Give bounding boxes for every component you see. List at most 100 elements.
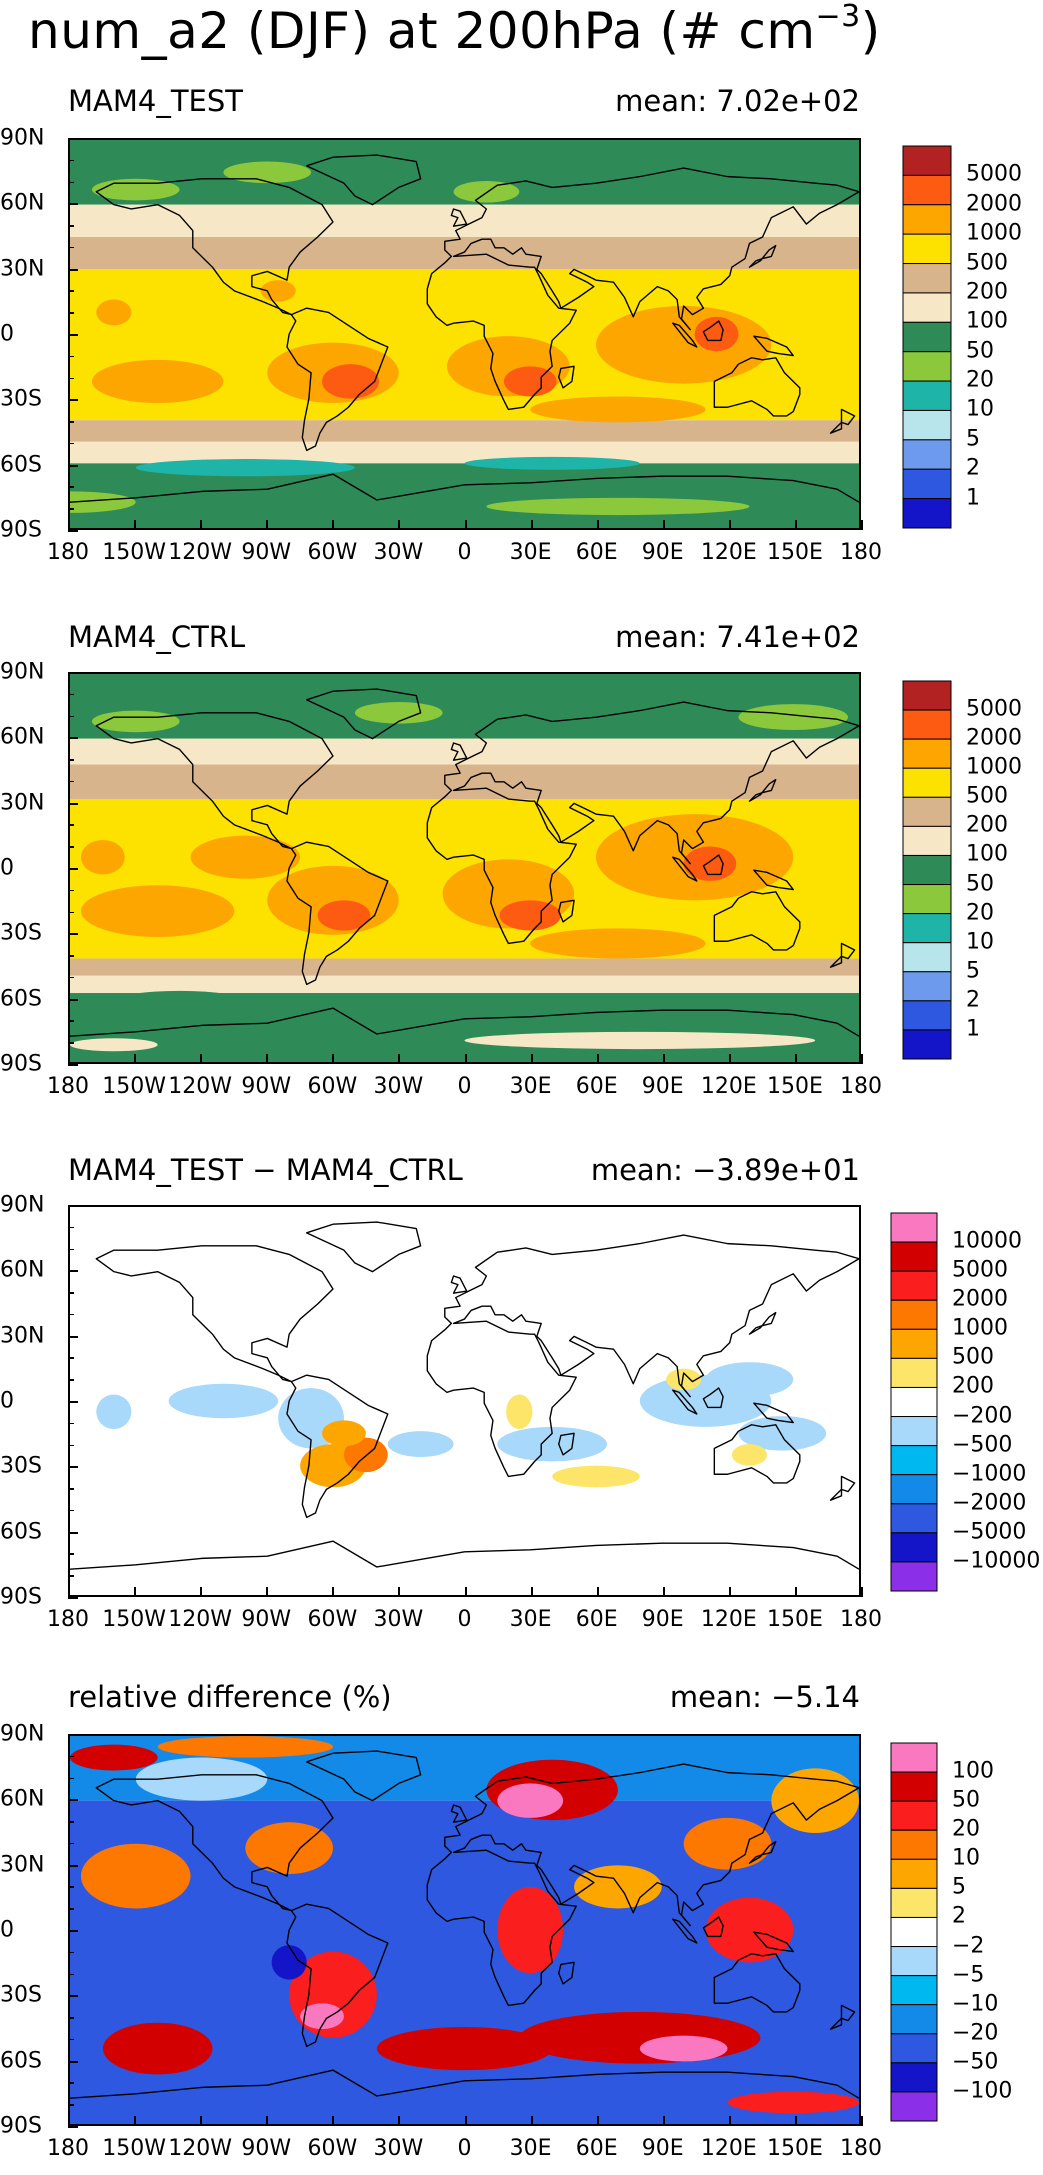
lat-tick-label: 90N <box>0 659 45 685</box>
lat-minor-tick <box>68 1042 74 1044</box>
lon-tick-label: 30E <box>509 1074 552 1099</box>
lon-tick <box>464 1587 467 1597</box>
colorbar-level-label: 5000 <box>952 1257 1008 1283</box>
lat-tick-label: 30S <box>0 1453 42 1479</box>
data-region <box>365 170 432 197</box>
colorbar-level-label: 2000 <box>966 191 1022 217</box>
lat-tick-label: 90S <box>0 1051 42 1077</box>
colorbar-swatch <box>902 738 952 769</box>
lat-minor-tick <box>68 355 74 358</box>
lon-tick-label: 180 <box>47 1074 89 1099</box>
lat-tick-label: 0 <box>0 855 14 881</box>
colorbar-swatch <box>890 2091 938 2122</box>
lon-tick-label: 180 <box>840 540 882 565</box>
map-plot <box>68 1734 861 2126</box>
colorbar-swatch <box>890 1858 938 1889</box>
lat-minor-tick <box>68 1842 74 1845</box>
data-region <box>343 1437 388 1473</box>
lon-tick <box>861 520 863 530</box>
lat-minor-tick <box>68 911 74 914</box>
lat-tick-label: 60N <box>0 190 45 216</box>
coastline-new-guinea <box>753 1402 794 1424</box>
lat-minor-tick <box>68 1755 74 1758</box>
lon-tick <box>728 2116 731 2126</box>
data-region <box>738 704 849 731</box>
lon-tick-label: 150E <box>766 1607 823 1632</box>
colorbar-level-label: 200 <box>952 1373 994 1399</box>
colorbar-level-label: 2 <box>952 1903 966 1929</box>
lon-tick-label: 60E <box>575 540 618 565</box>
coastline-south-america <box>286 1374 389 1519</box>
lat-tick <box>68 672 78 674</box>
lat-tick <box>68 1466 78 1469</box>
lon-tick <box>134 1587 137 1597</box>
lon-tick <box>134 520 137 530</box>
lon-tick <box>332 520 335 530</box>
lat-minor-tick <box>68 1886 74 1888</box>
lat-tick <box>68 998 78 1001</box>
lat-tick <box>68 1335 78 1338</box>
lon-tick <box>332 1587 335 1597</box>
lat-tick <box>68 334 78 336</box>
colorbar-level-label: 5 <box>952 1874 966 1900</box>
lat-tick <box>68 868 78 870</box>
lon-tick <box>68 1587 70 1597</box>
colorbar-level-label: 5000 <box>966 161 1022 187</box>
colorbar-swatch <box>902 439 952 470</box>
panel-mean: mean: −3.89e+01 <box>590 1153 860 1187</box>
lat-minor-tick <box>68 486 74 488</box>
colorbar-level-label: 200 <box>966 812 1008 838</box>
panel-title: MAM4_CTRL <box>68 620 246 654</box>
lat-minor-tick <box>68 759 74 761</box>
colorbar-level-label: −200 <box>952 1403 1013 1429</box>
coastline-japan <box>748 1311 777 1335</box>
data-region <box>497 1426 607 1462</box>
lon-tick-label: 120E <box>700 540 757 565</box>
data-region <box>499 900 561 931</box>
lat-tick <box>68 1734 78 1736</box>
lat-tick-label: 30S <box>0 1982 42 2008</box>
data-region <box>666 1368 702 1391</box>
coastline-africa-eurasia <box>426 1763 859 2007</box>
lat-minor-tick <box>68 715 74 718</box>
colorbar-level-label: 1 <box>966 1016 980 1042</box>
data-band <box>70 764 859 800</box>
data-band <box>70 237 859 270</box>
lat-tick-label: 90N <box>0 1192 45 1218</box>
lon-tick-label: 90E <box>641 1607 684 1632</box>
coastline-australia <box>713 1424 801 1484</box>
lat-minor-tick <box>68 159 74 162</box>
lon-tick-label: 30E <box>509 2136 552 2161</box>
lat-minor-tick <box>68 780 74 783</box>
data-region <box>639 2035 728 2062</box>
colorbar-swatch <box>890 1357 938 1388</box>
lon-tick-label: 150E <box>766 540 823 565</box>
coastline-north-america <box>95 712 334 850</box>
coastline-africa-eurasia <box>426 1234 859 1478</box>
lon-tick <box>464 2116 467 2126</box>
lat-minor-tick <box>68 312 74 314</box>
colorbar-swatch <box>902 971 952 1002</box>
lat-minor-tick <box>68 1292 74 1294</box>
data-region <box>80 839 125 875</box>
lat-minor-tick <box>68 1379 74 1381</box>
data-region <box>530 396 706 423</box>
colorbar-level-label: 20 <box>966 900 994 926</box>
data-region <box>464 1031 816 1050</box>
colorbar-swatch <box>890 1416 938 1447</box>
colorbar-swatch <box>890 1561 938 1592</box>
lat-minor-tick <box>68 693 74 696</box>
coastline-antarctica <box>70 1007 859 1037</box>
colorbar-swatch <box>902 913 952 944</box>
lon-tick <box>266 1054 269 1064</box>
coastline-south-america <box>286 841 389 986</box>
lon-tick <box>464 520 467 530</box>
colorbar-level-label: −5 <box>952 1962 985 1988</box>
lat-minor-tick <box>68 1951 74 1954</box>
lat-tick <box>68 203 78 206</box>
lat-minor-tick <box>68 290 74 292</box>
lat-minor-tick <box>68 1020 74 1022</box>
coastline-sumatra <box>672 1918 698 1944</box>
lat-minor-tick <box>68 1509 74 1512</box>
map-canvas <box>70 140 859 528</box>
